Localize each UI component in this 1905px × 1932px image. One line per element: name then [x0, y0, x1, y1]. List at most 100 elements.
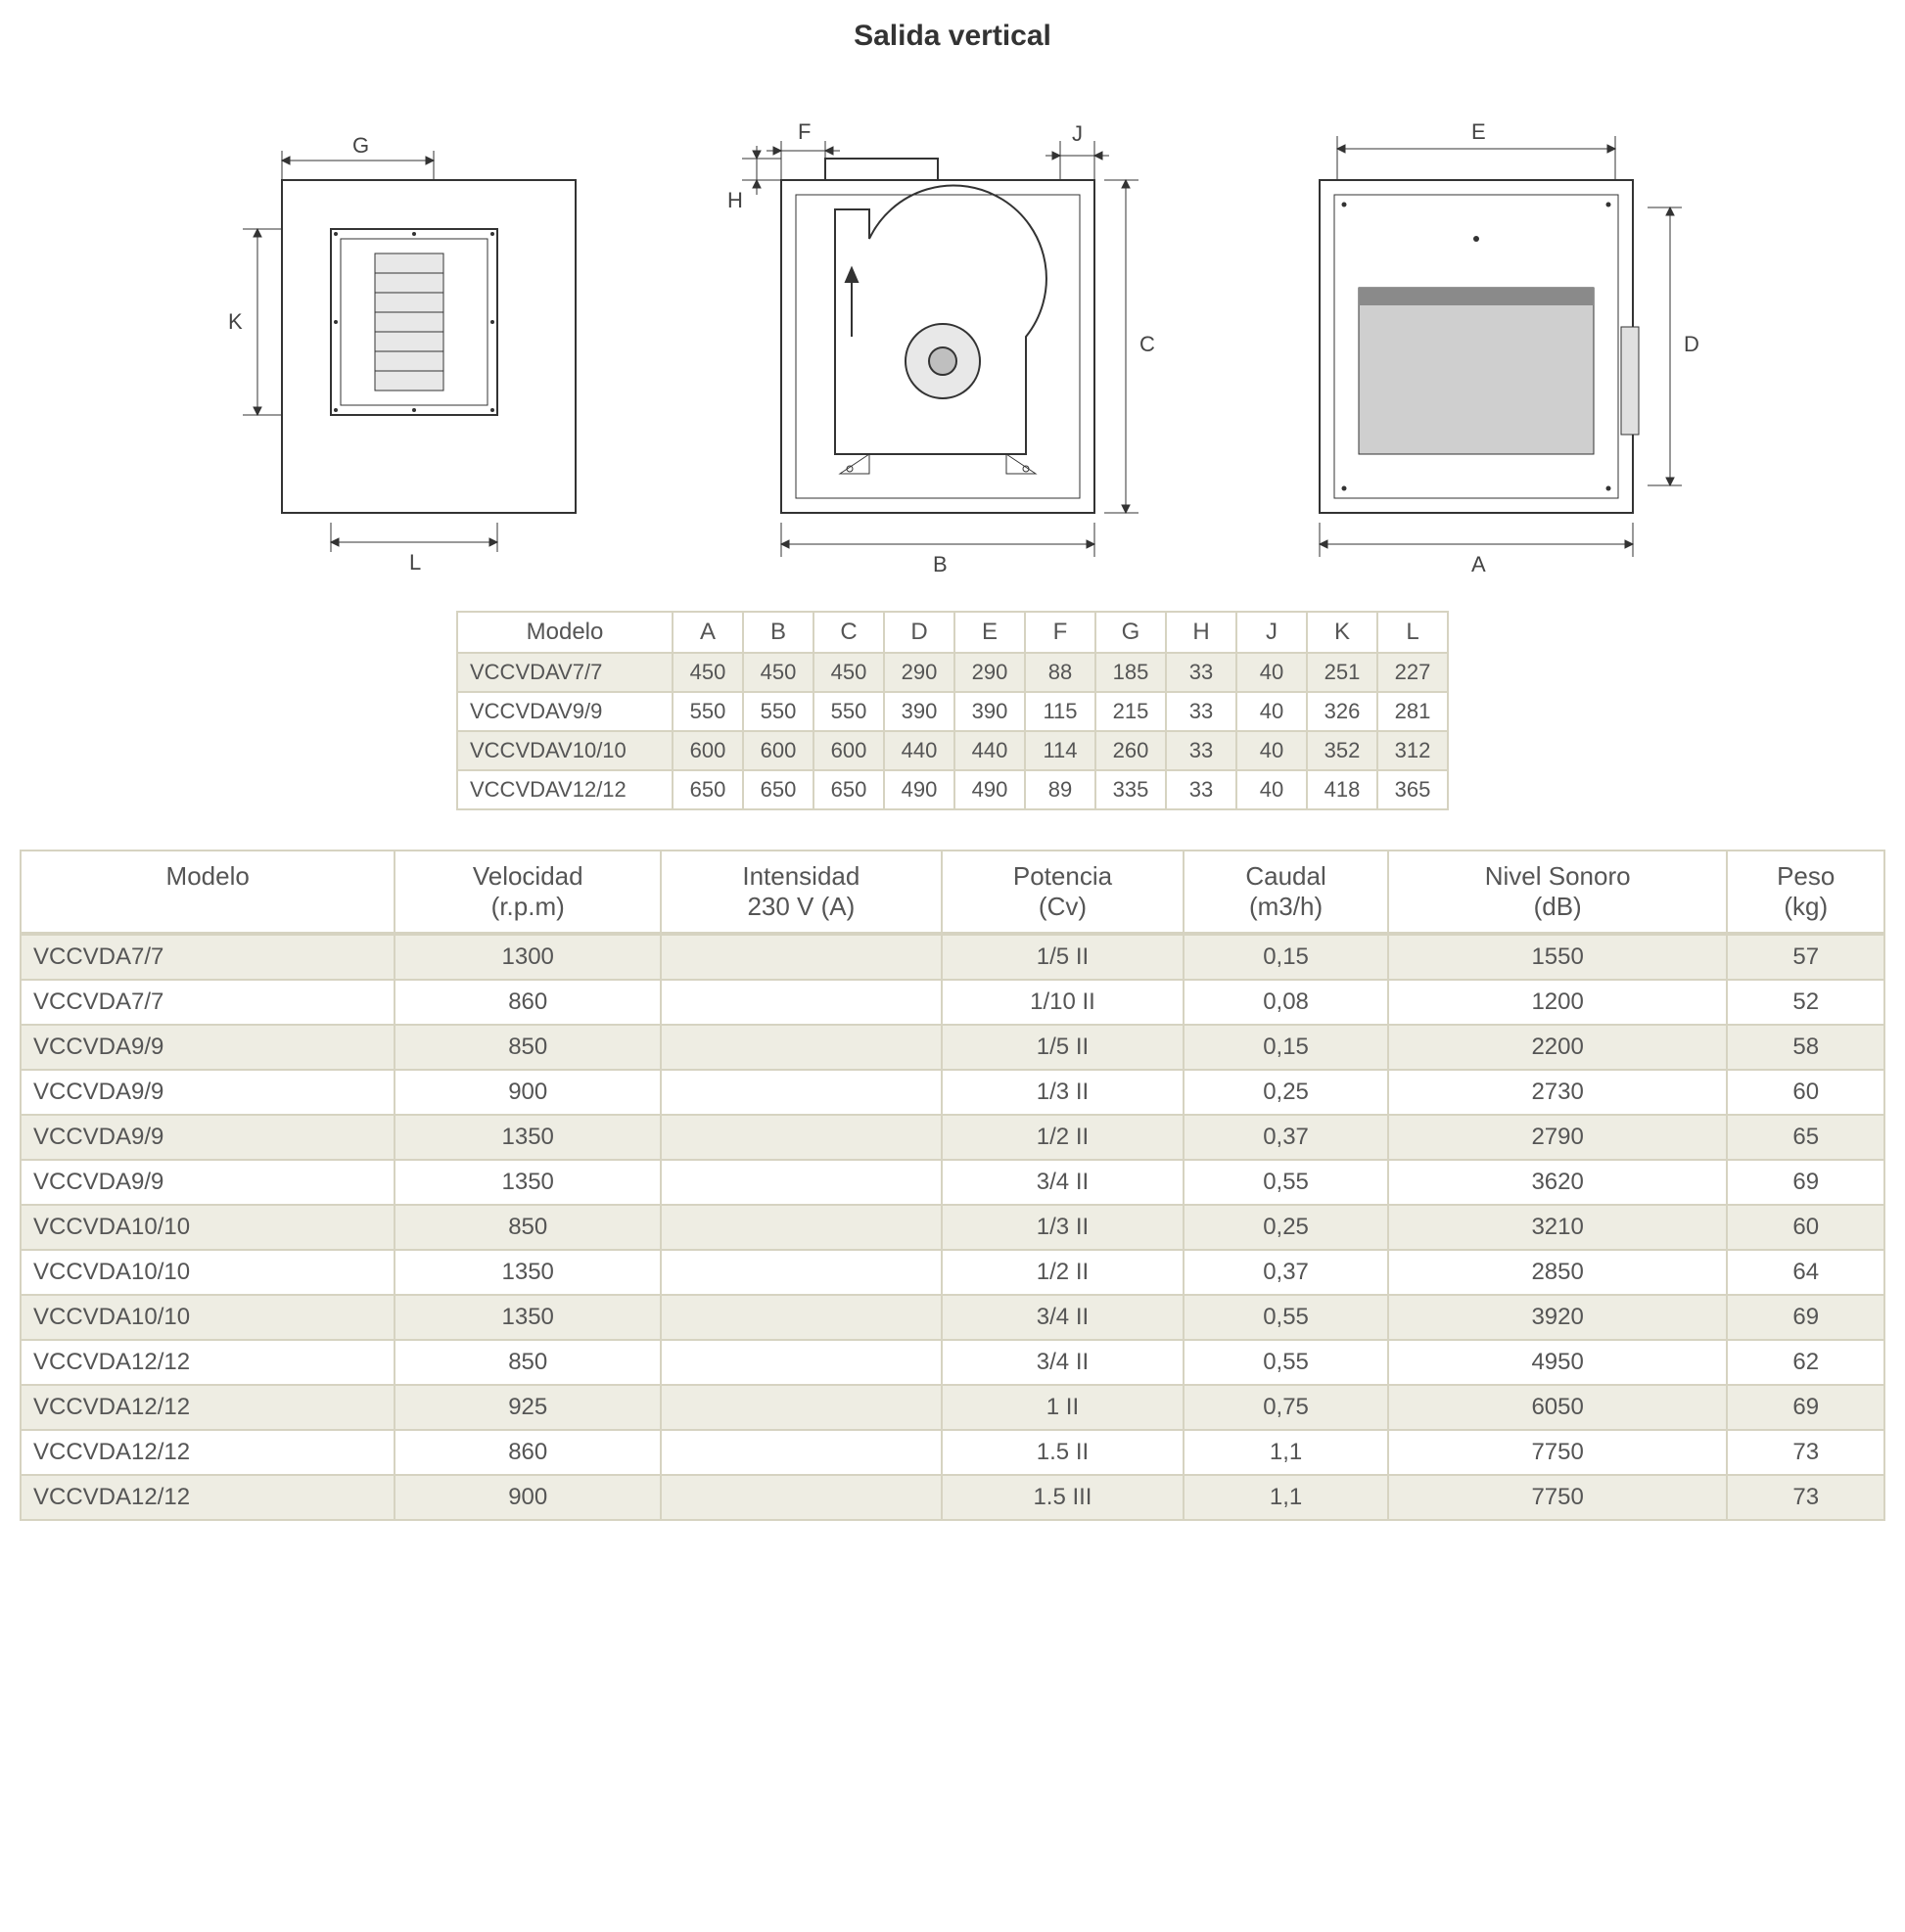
spec-model-cell: VCCVDA12/12	[21, 1385, 395, 1430]
table-row: VCCVDA12/129001.5 III1,1775073	[21, 1475, 1884, 1520]
dim-value-cell: 335	[1095, 770, 1166, 809]
spec-model-cell: VCCVDA10/10	[21, 1295, 395, 1340]
spec-value-cell: 2850	[1388, 1250, 1728, 1295]
spec-value-cell	[661, 1250, 942, 1295]
dim-value-cell: 390	[954, 692, 1025, 731]
dim-g-label: G	[352, 133, 369, 158]
spec-value-cell: 1200	[1388, 980, 1728, 1025]
dim-value-cell: 490	[884, 770, 954, 809]
spec-value-cell: 860	[395, 1430, 661, 1475]
dim-h-label: H	[727, 188, 743, 212]
spec-value-cell: 60	[1727, 1070, 1884, 1115]
spec-value-cell: 860	[395, 980, 661, 1025]
spec-value-cell: 64	[1727, 1250, 1884, 1295]
dim-value-cell: 440	[954, 731, 1025, 770]
dim-header-col: B	[743, 612, 813, 653]
table-row: VCCVDAV10/106006006004404401142603340352…	[457, 731, 1448, 770]
spec-value-cell: 0,37	[1184, 1250, 1388, 1295]
table-row: VCCVDAV9/9550550550390390115215334032628…	[457, 692, 1448, 731]
spec-value-cell: 69	[1727, 1385, 1884, 1430]
dim-header-col: H	[1166, 612, 1236, 653]
table-row: VCCVDA10/108501/3 II0,25321060	[21, 1205, 1884, 1250]
table-row: VCCVDA9/913503/4 II0,55362069	[21, 1160, 1884, 1205]
dim-value-cell: 650	[813, 770, 884, 809]
table-row: VCCVDA9/99001/3 II0,25273060	[21, 1070, 1884, 1115]
dim-b-label: B	[933, 552, 948, 576]
spec-value-cell: 1/2 II	[942, 1115, 1185, 1160]
spec-value-cell: 0,15	[1184, 1025, 1388, 1070]
dim-value-cell: 33	[1166, 770, 1236, 809]
spec-value-cell: 0,55	[1184, 1340, 1388, 1385]
spec-value-cell: 58	[1727, 1025, 1884, 1070]
dim-value-cell: 40	[1236, 731, 1307, 770]
spec-model-cell: VCCVDA9/9	[21, 1070, 395, 1115]
dim-header-col: K	[1307, 612, 1377, 653]
dim-header-col: F	[1025, 612, 1095, 653]
dim-value-cell: 88	[1025, 653, 1095, 692]
spec-value-cell	[661, 1295, 942, 1340]
dim-value-cell: 40	[1236, 653, 1307, 692]
spec-value-cell: 1350	[395, 1250, 661, 1295]
diagram-view-1: G K L	[184, 82, 615, 591]
spec-header: Velocidad(r.p.m)	[395, 851, 661, 934]
spec-header: Caudal(m3/h)	[1184, 851, 1388, 934]
dimensions-table: ModeloABCDEFGHJKL VCCVDAV7/7450450450290…	[456, 611, 1449, 810]
spec-header: Peso(kg)	[1727, 851, 1884, 934]
spec-value-cell: 57	[1727, 934, 1884, 980]
spec-model-cell: VCCVDA9/9	[21, 1115, 395, 1160]
dim-value-cell: 550	[813, 692, 884, 731]
spec-value-cell: 850	[395, 1205, 661, 1250]
dim-model-cell: VCCVDAV10/10	[457, 731, 673, 770]
dim-value-cell: 550	[673, 692, 743, 731]
spec-value-cell: 73	[1727, 1430, 1884, 1475]
spec-model-cell: VCCVDA12/12	[21, 1340, 395, 1385]
spec-value-cell: 0,15	[1184, 934, 1388, 980]
table-row: VCCVDA10/1013501/2 II0,37285064	[21, 1250, 1884, 1295]
dim-value-cell: 352	[1307, 731, 1377, 770]
table-row: VCCVDA7/713001/5 II0,15155057	[21, 934, 1884, 980]
spec-value-cell: 850	[395, 1025, 661, 1070]
spec-value-cell	[661, 1115, 942, 1160]
spec-value-cell: 3920	[1388, 1295, 1728, 1340]
diagram-view-3: E D A	[1241, 82, 1721, 591]
spec-value-cell: 1 II	[942, 1385, 1185, 1430]
dim-header-col: C	[813, 612, 884, 653]
dim-model-cell: VCCVDAV12/12	[457, 770, 673, 809]
spec-header: Nivel Sonoro(dB)	[1388, 851, 1728, 934]
dim-value-cell: 185	[1095, 653, 1166, 692]
spec-value-cell: 3/4 II	[942, 1340, 1185, 1385]
dim-value-cell: 450	[813, 653, 884, 692]
spec-value-cell: 2200	[1388, 1025, 1728, 1070]
spec-value-cell	[661, 980, 942, 1025]
spec-value-cell: 52	[1727, 980, 1884, 1025]
dim-value-cell: 600	[813, 731, 884, 770]
dim-value-cell: 89	[1025, 770, 1095, 809]
spec-value-cell: 1.5 III	[942, 1475, 1185, 1520]
spec-value-cell: 6050	[1388, 1385, 1728, 1430]
spec-value-cell: 850	[395, 1340, 661, 1385]
spec-value-cell: 1550	[1388, 934, 1728, 980]
dim-header-col: L	[1377, 612, 1448, 653]
spec-value-cell: 0,08	[1184, 980, 1388, 1025]
dim-value-cell: 390	[884, 692, 954, 731]
dim-header-col: E	[954, 612, 1025, 653]
dim-value-cell: 40	[1236, 770, 1307, 809]
spec-model-cell: VCCVDA12/12	[21, 1475, 395, 1520]
dim-value-cell: 215	[1095, 692, 1166, 731]
spec-value-cell: 1.5 II	[942, 1430, 1185, 1475]
spec-value-cell: 3/4 II	[942, 1295, 1185, 1340]
spec-value-cell: 1,1	[1184, 1475, 1388, 1520]
spec-value-cell: 2790	[1388, 1115, 1728, 1160]
spec-model-cell: VCCVDA9/9	[21, 1160, 395, 1205]
spec-value-cell	[661, 1070, 942, 1115]
dim-value-cell: 600	[673, 731, 743, 770]
spec-model-cell: VCCVDA7/7	[21, 934, 395, 980]
table-row: VCCVDA12/129251 II0,75605069	[21, 1385, 1884, 1430]
spec-value-cell: 0,25	[1184, 1205, 1388, 1250]
spec-value-cell: 1/3 II	[942, 1205, 1185, 1250]
table-row: VCCVDA10/1013503/4 II0,55392069	[21, 1295, 1884, 1340]
dim-header-col: D	[884, 612, 954, 653]
dim-value-cell: 312	[1377, 731, 1448, 770]
dim-value-cell: 290	[954, 653, 1025, 692]
dim-model-cell: VCCVDAV9/9	[457, 692, 673, 731]
